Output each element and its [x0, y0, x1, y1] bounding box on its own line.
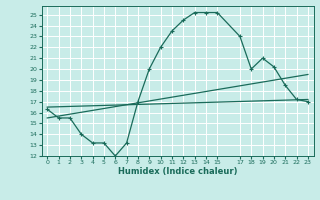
X-axis label: Humidex (Indice chaleur): Humidex (Indice chaleur): [118, 167, 237, 176]
